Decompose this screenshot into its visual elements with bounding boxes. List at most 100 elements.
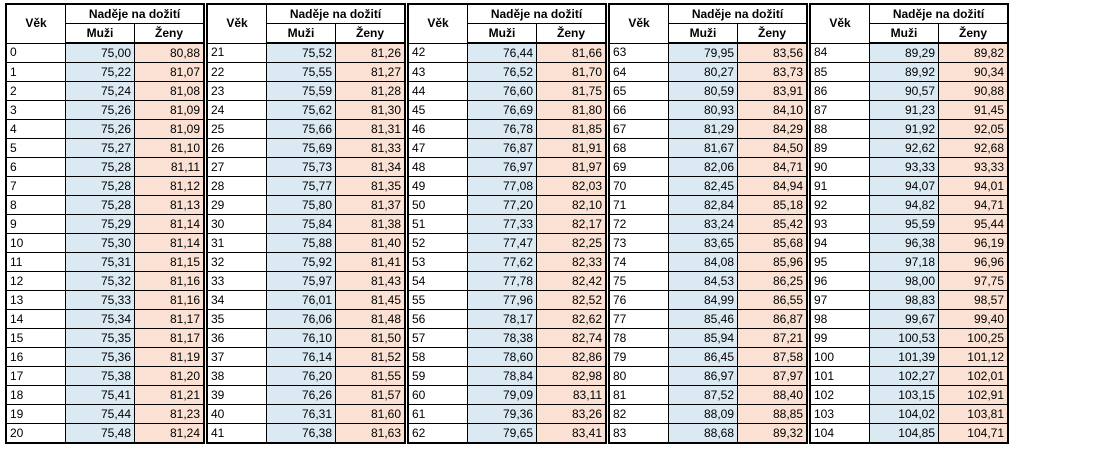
table-row: 32 75,92 81,41: [206, 252, 406, 272]
men-value-cell: 76,87: [467, 138, 537, 158]
table-row: 70 82,45 84,94: [608, 176, 808, 196]
women-value-cell: 100,25: [938, 328, 1009, 348]
table-row: 84 89,29 89,82: [809, 42, 1009, 63]
age-cell: 90: [809, 157, 870, 177]
women-value-cell: 81,20: [134, 366, 205, 386]
age-cell: 78: [608, 328, 669, 348]
age-cell: 10: [5, 233, 66, 253]
table-row: 54 77,78 82,42: [407, 271, 607, 291]
table-row: 66 80,93 84,10: [608, 100, 808, 120]
age-cell: 20: [5, 423, 66, 444]
table-row: 39 76,26 81,57: [206, 385, 406, 405]
men-value-cell: 77,96: [467, 290, 537, 310]
table-row: 99 100,53 100,25: [809, 328, 1009, 348]
table-row: 9 75,29 81,14: [5, 214, 205, 234]
men-value-cell: 103,15: [869, 385, 939, 405]
women-value-cell: 81,48: [335, 309, 406, 329]
age-cell: 12: [5, 271, 66, 291]
life-expectancy-header: Naděje na dožití: [467, 3, 607, 24]
life-expectancy-header: Naděje na dožití: [65, 3, 205, 24]
age-cell: 95: [809, 252, 870, 272]
men-value-cell: 75,27: [65, 138, 135, 158]
men-value-cell: 80,93: [668, 100, 738, 120]
table-row: 28 75,77 81,35: [206, 176, 406, 196]
women-value-cell: 81,09: [134, 100, 205, 120]
life-expectancy-header: Naděje na dožití: [869, 3, 1009, 24]
table-row: 68 81,67 84,50: [608, 138, 808, 158]
women-value-cell: 81,66: [536, 42, 607, 63]
age-cell: 65: [608, 81, 669, 101]
age-cell: 18: [5, 385, 66, 405]
life-table-block: Věk Naděje na dožití Muži Ženy 63 79,95 83,56 6…: [608, 3, 808, 444]
women-value-cell: 99,40: [938, 309, 1009, 329]
table-row: 72 83,24 85,42: [608, 214, 808, 234]
table-row: 43 76,52 81,70: [407, 62, 607, 82]
men-value-cell: 75,41: [65, 385, 135, 405]
women-value-cell: 81,45: [335, 290, 406, 310]
women-value-cell: 82,98: [536, 366, 607, 386]
age-cell: 88: [809, 119, 870, 139]
men-value-cell: 75,55: [266, 62, 336, 82]
table-row: 67 81,29 84,29: [608, 119, 808, 139]
men-value-cell: 75,28: [65, 176, 135, 196]
women-value-cell: 81,30: [335, 100, 406, 120]
men-value-cell: 104,02: [869, 404, 939, 424]
women-value-cell: 81,14: [134, 214, 205, 234]
men-value-cell: 76,14: [266, 347, 336, 367]
women-value-cell: 81,15: [134, 252, 205, 272]
age-cell: 9: [5, 214, 66, 234]
women-value-cell: 82,10: [536, 195, 607, 215]
table-row: 41 76,38 81,63: [206, 423, 406, 444]
men-value-cell: 76,20: [266, 366, 336, 386]
age-cell: 25: [206, 119, 267, 139]
women-value-cell: 81,55: [335, 366, 406, 386]
women-value-cell: 81,57: [335, 385, 406, 405]
table-row: 35 76,06 81,48: [206, 309, 406, 329]
age-cell: 100: [809, 347, 870, 367]
women-value-cell: 104,71: [938, 423, 1009, 444]
table-row: 26 75,69 81,33: [206, 138, 406, 158]
men-value-cell: 96,38: [869, 233, 939, 253]
men-value-cell: 84,99: [668, 290, 738, 310]
table-row: 22 75,55 81,27: [206, 62, 406, 82]
age-cell: 33: [206, 271, 267, 291]
age-cell: 91: [809, 176, 870, 196]
women-value-cell: 81,40: [335, 233, 406, 253]
age-cell: 80: [608, 366, 669, 386]
table-row: 13 75,33 81,16: [5, 290, 205, 310]
women-value-cell: 83,11: [536, 385, 607, 405]
women-value-cell: 81,14: [134, 233, 205, 253]
age-cell: 35: [206, 309, 267, 329]
table-row: 34 76,01 81,45: [206, 290, 406, 310]
women-value-cell: 83,56: [737, 42, 808, 63]
women-value-cell: 82,52: [536, 290, 607, 310]
men-value-cell: 76,06: [266, 309, 336, 329]
table-row: 56 78,17 82,62: [407, 309, 607, 329]
men-value-cell: 75,97: [266, 271, 336, 291]
men-value-cell: 75,34: [65, 309, 135, 329]
men-value-cell: 75,36: [65, 347, 135, 367]
table-row: 31 75,88 81,40: [206, 233, 406, 253]
men-value-cell: 76,44: [467, 42, 537, 63]
men-value-cell: 75,77: [266, 176, 336, 196]
women-value-cell: 81,07: [134, 62, 205, 82]
age-cell: 17: [5, 366, 66, 386]
men-value-cell: 75,80: [266, 195, 336, 215]
men-value-cell: 75,28: [65, 195, 135, 215]
table-row: 78 85,94 87,21: [608, 328, 808, 348]
age-cell: 59: [407, 366, 468, 386]
women-value-cell: 82,25: [536, 233, 607, 253]
table-row: 77 85,46 86,87: [608, 309, 808, 329]
table-row: 11 75,31 81,15: [5, 252, 205, 272]
men-value-cell: 81,29: [668, 119, 738, 139]
men-value-cell: 79,09: [467, 385, 537, 405]
men-value-cell: 100,53: [869, 328, 939, 348]
table-row: 96 98,00 97,75: [809, 271, 1009, 291]
women-value-cell: 87,21: [737, 328, 808, 348]
women-value-cell: 81,97: [536, 157, 607, 177]
men-value-cell: 84,08: [668, 252, 738, 272]
age-cell: 69: [608, 157, 669, 177]
table-row: 2 75,24 81,08: [5, 81, 205, 101]
women-value-cell: 81,31: [335, 119, 406, 139]
women-value-cell: 84,71: [737, 157, 808, 177]
